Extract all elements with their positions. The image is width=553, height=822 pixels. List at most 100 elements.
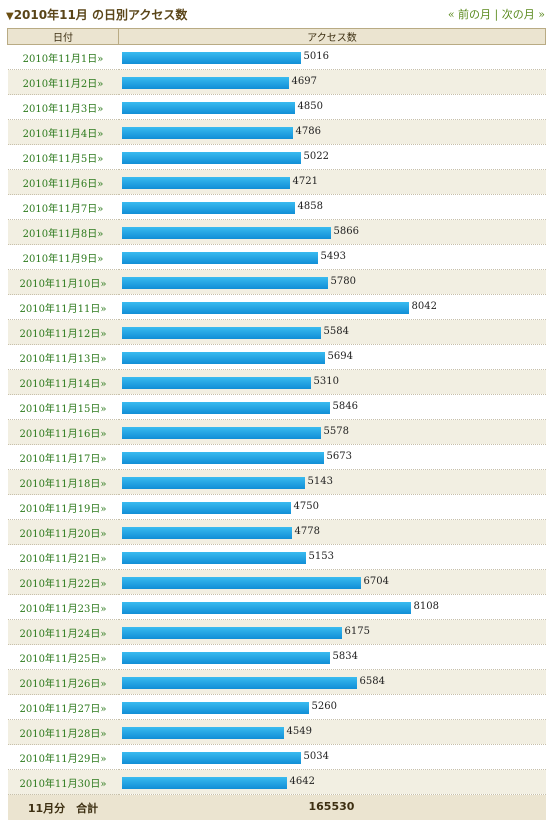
date-cell: 2010年11月1日»: [7, 44, 119, 70]
access-bar: [121, 377, 311, 389]
date-link[interactable]: 2010年11月19日»: [19, 503, 107, 515]
table-row: 2010年11月14日» 5310: [7, 369, 546, 395]
table-row: 2010年11月8日» 5866: [7, 219, 546, 245]
date-link[interactable]: 2010年11月7日»: [22, 203, 104, 215]
date-link[interactable]: 2010年11月29日»: [19, 753, 107, 765]
date-link[interactable]: 2010年11月12日»: [19, 328, 107, 340]
bar-cell: 5866: [118, 219, 546, 245]
date-link[interactable]: 2010年11月16日»: [19, 428, 107, 440]
access-count-label: 5153: [308, 551, 334, 562]
date-link[interactable]: 2010年11月20日»: [19, 528, 107, 540]
access-bar: [121, 177, 290, 189]
date-link[interactable]: 2010年11月14日»: [19, 378, 107, 390]
access-bar: [121, 77, 289, 89]
bar-cell: 4858: [118, 194, 546, 220]
access-bar: [121, 502, 291, 514]
date-cell: 2010年11月2日»: [7, 69, 119, 95]
access-count-label: 5834: [332, 651, 358, 662]
date-cell: 2010年11月14日»: [7, 369, 119, 395]
date-link[interactable]: 2010年11月21日»: [19, 553, 107, 565]
date-cell: 2010年11月24日»: [7, 619, 119, 645]
date-link[interactable]: 2010年11月13日»: [19, 353, 107, 365]
page-title-text: 2010年11月 の日別アクセス数: [13, 8, 188, 22]
date-link[interactable]: 2010年11月30日»: [19, 778, 107, 790]
bar-cell: 4642: [118, 769, 546, 795]
date-link[interactable]: 2010年11月2日»: [22, 78, 104, 90]
date-cell: 2010年11月23日»: [7, 594, 119, 620]
prev-month-link[interactable]: « 前の月: [447, 8, 492, 21]
date-cell: 2010年11月29日»: [7, 744, 119, 770]
date-cell: 2010年11月12日»: [7, 319, 119, 345]
date-link[interactable]: 2010年11月23日»: [19, 603, 107, 615]
date-cell: 2010年11月3日»: [7, 94, 119, 120]
date-link[interactable]: 2010年11月9日»: [22, 253, 104, 265]
date-link[interactable]: 2010年11月15日»: [19, 403, 107, 415]
date-link[interactable]: 2010年11月25日»: [19, 653, 107, 665]
bar-cell: 5493: [118, 244, 546, 270]
bar-cell: 6584: [118, 669, 546, 695]
date-link[interactable]: 2010年11月10日»: [19, 278, 107, 290]
date-cell: 2010年11月15日»: [7, 394, 119, 420]
table-row: 2010年11月30日» 4642: [7, 769, 546, 795]
access-count-label: 6175: [344, 626, 370, 637]
date-link[interactable]: 2010年11月11日»: [19, 303, 107, 315]
date-cell: 2010年11月18日»: [7, 469, 119, 495]
table-row: 2010年11月12日» 5584: [7, 319, 546, 345]
bar-cell: 4549: [118, 719, 546, 745]
table-row: 2010年11月9日» 5493: [7, 244, 546, 270]
date-cell: 2010年11月13日»: [7, 344, 119, 370]
date-link[interactable]: 2010年11月6日»: [22, 178, 104, 190]
date-link[interactable]: 2010年11月3日»: [22, 103, 104, 115]
date-link[interactable]: 2010年11月4日»: [22, 128, 104, 140]
date-link[interactable]: 2010年11月22日»: [19, 578, 107, 590]
bar-cell: 5780: [118, 269, 546, 295]
table-header-row: 日付 アクセス数: [7, 28, 546, 45]
table-row: 2010年11月4日» 4786: [7, 119, 546, 145]
date-link[interactable]: 2010年11月18日»: [19, 478, 107, 490]
table-row: 2010年11月6日» 4721: [7, 169, 546, 195]
access-bar: [121, 252, 318, 264]
bar-cell: 5260: [118, 694, 546, 720]
month-nav: « 前の月 | 次の月 »: [448, 6, 545, 22]
date-link[interactable]: 2010年11月26日»: [19, 678, 107, 690]
access-count-label: 4786: [295, 126, 321, 137]
bar-cell: 5143: [118, 469, 546, 495]
date-link[interactable]: 2010年11月1日»: [22, 53, 104, 65]
bar-cell: 5584: [118, 319, 546, 345]
date-link[interactable]: 2010年11月27日»: [19, 703, 107, 715]
date-cell: 2010年11月26日»: [7, 669, 119, 695]
access-count-label: 5310: [313, 376, 339, 387]
table-row: 2010年11月28日» 4549: [7, 719, 546, 745]
next-month-link[interactable]: 次の月 »: [501, 8, 545, 21]
date-link[interactable]: 2010年11月8日»: [22, 228, 104, 240]
access-bar: [121, 627, 342, 639]
date-cell: 2010年11月20日»: [7, 519, 119, 545]
access-table: 日付 アクセス数 2010年11月1日» 5016 2010年11月2日» 4697 2…: [7, 28, 546, 820]
date-cell: 2010年11月27日»: [7, 694, 119, 720]
date-link[interactable]: 2010年11月5日»: [22, 153, 104, 165]
date-link[interactable]: 2010年11月24日»: [19, 628, 107, 640]
access-bar: [121, 552, 306, 564]
access-bar: [121, 102, 295, 114]
access-count-label: 4697: [291, 76, 317, 87]
total-value: 165530: [308, 800, 355, 813]
access-bar: [121, 752, 301, 764]
table-row: 2010年11月18日» 5143: [7, 469, 546, 495]
table-row: 2010年11月3日» 4850: [7, 94, 546, 120]
table-body: 2010年11月1日» 5016 2010年11月2日» 4697 2010年11月3日…: [7, 44, 546, 795]
access-count-label: 4642: [289, 776, 315, 787]
table-row: 2010年11月22日» 6704: [7, 569, 546, 595]
access-count-label: 5034: [303, 751, 329, 762]
date-link[interactable]: 2010年11月17日»: [19, 453, 107, 465]
bar-cell: 5694: [118, 344, 546, 370]
access-bar: [121, 277, 328, 289]
access-bar: [121, 602, 411, 614]
table-row: 2010年11月27日» 5260: [7, 694, 546, 720]
date-cell: 2010年11月11日»: [7, 294, 119, 320]
date-link[interactable]: 2010年11月28日»: [19, 728, 107, 740]
date-cell: 2010年11月17日»: [7, 444, 119, 470]
access-bar: [121, 777, 287, 789]
access-bar: [121, 477, 305, 489]
access-bar: [121, 577, 361, 589]
access-bar: [121, 427, 321, 439]
